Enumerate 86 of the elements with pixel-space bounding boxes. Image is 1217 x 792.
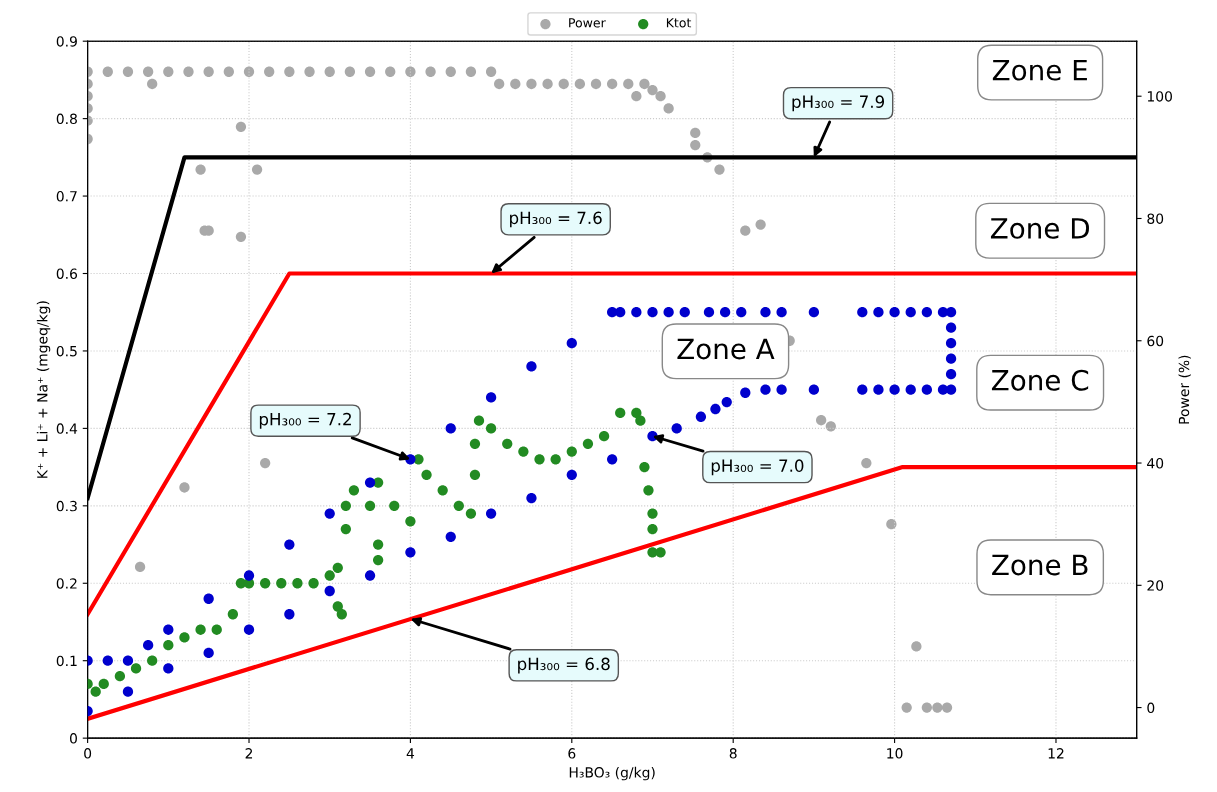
point xyxy=(453,500,464,511)
y-tick-label: 0.5 xyxy=(56,345,77,357)
point xyxy=(340,500,351,511)
point xyxy=(518,446,529,457)
point xyxy=(655,547,666,558)
point xyxy=(130,663,142,674)
x-tick-label: 2 xyxy=(245,748,253,759)
point xyxy=(465,508,477,519)
point xyxy=(639,461,650,473)
point xyxy=(473,415,485,426)
point xyxy=(647,508,658,519)
y2-tick-label: 100 xyxy=(1147,91,1172,102)
point xyxy=(163,640,174,651)
point xyxy=(469,438,481,450)
annotation: Zone C xyxy=(991,369,1089,391)
point xyxy=(405,516,416,527)
y-tick-label: 0.7 xyxy=(56,191,77,202)
annotation: Zone D xyxy=(990,218,1089,239)
point xyxy=(179,632,190,643)
point xyxy=(502,438,513,450)
y2-tick-label: 60 xyxy=(1147,335,1164,347)
x-tick-label: 10 xyxy=(887,748,903,759)
point xyxy=(534,454,545,465)
point xyxy=(582,438,594,450)
point xyxy=(550,454,561,465)
y-tick-label: 0.4 xyxy=(56,423,78,434)
point xyxy=(340,523,351,535)
y-tick-label: 0.3 xyxy=(56,500,77,512)
point xyxy=(292,578,303,589)
annotation: pH₃₀₀ = 7.9 xyxy=(792,95,885,112)
point xyxy=(566,446,577,457)
point xyxy=(485,423,497,434)
y-tick-label: 0.1 xyxy=(56,655,77,667)
point xyxy=(260,578,271,589)
legend-label: Ktot xyxy=(666,18,692,28)
x-tick-label: 6 xyxy=(568,748,576,759)
y2-tick-label: 40 xyxy=(1147,458,1164,469)
point xyxy=(631,407,642,419)
y-tick-label: 0.9 xyxy=(56,36,77,47)
annotation: Zone A xyxy=(677,338,775,360)
y-axis-title: K⁺ + Li⁺ + Na⁺ (mgeq/kg) xyxy=(36,301,51,478)
x-tick-label: 12 xyxy=(1048,748,1064,759)
point xyxy=(98,678,109,690)
point xyxy=(437,485,448,496)
point xyxy=(114,671,126,682)
annotation: pH₃₀₀ = 7.6 xyxy=(510,211,602,228)
x-tick-label: 0 xyxy=(84,748,92,759)
y2-tick-label: 0 xyxy=(1147,702,1155,714)
point xyxy=(348,485,360,496)
y2-tick-label: 20 xyxy=(1147,580,1164,591)
x-tick-label: 8 xyxy=(729,748,737,759)
point xyxy=(211,624,222,635)
point xyxy=(227,609,239,620)
point xyxy=(389,500,400,511)
legend-label: Power xyxy=(569,18,606,28)
point xyxy=(372,539,384,550)
annotation: Zone B xyxy=(992,554,1088,576)
point xyxy=(90,686,101,697)
annotation: pH₃₀₀ = 6.8 xyxy=(518,657,610,674)
point xyxy=(635,415,646,426)
annotation: pH₃₀₀ = 7.0 xyxy=(711,459,804,476)
point xyxy=(195,624,206,635)
point xyxy=(364,500,376,511)
point xyxy=(324,570,335,581)
point xyxy=(336,609,347,620)
point xyxy=(469,469,481,480)
x-tick-label: 4 xyxy=(406,748,415,759)
point xyxy=(332,562,343,573)
point xyxy=(615,407,626,419)
point xyxy=(276,578,287,589)
y-tick-label: 0.8 xyxy=(56,113,77,125)
y-tick-label: 0 xyxy=(69,733,77,744)
annotation: pH₃₀₀ = 7.2 xyxy=(259,412,351,429)
point xyxy=(598,430,610,442)
x-axis-title: H₃BO₃ (g/kg) xyxy=(569,766,655,781)
point xyxy=(308,578,319,589)
y2-axis-title: Power (%) xyxy=(1178,355,1191,424)
point xyxy=(372,554,384,566)
y2-tick-label: 80 xyxy=(1147,213,1164,224)
point xyxy=(147,655,158,666)
point xyxy=(643,485,654,496)
point xyxy=(647,523,658,535)
y-tick-label: 0.6 xyxy=(56,268,78,279)
y-tick-label: 0.2 xyxy=(56,578,77,589)
annotation: Zone E xyxy=(992,59,1087,81)
point xyxy=(421,469,432,480)
